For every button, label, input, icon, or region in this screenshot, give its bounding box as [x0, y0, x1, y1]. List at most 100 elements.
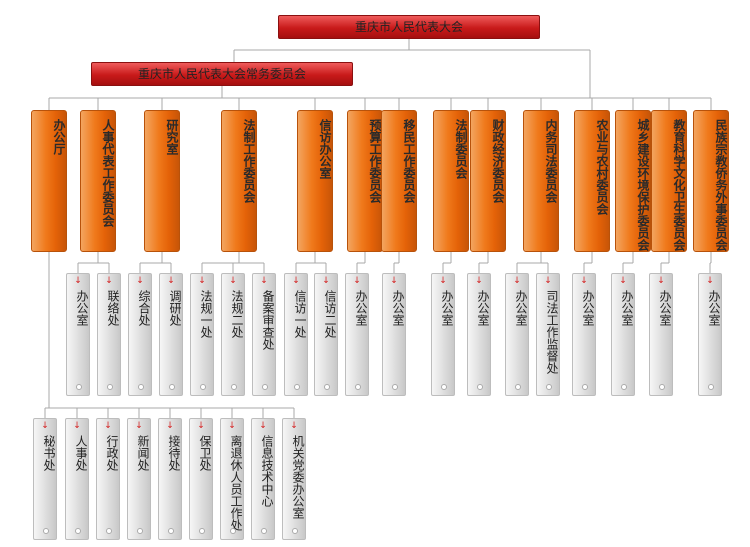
arrow-down-icon: ↓ [167, 276, 175, 286]
sub-office-label: 离退休人员工作处 [229, 435, 243, 531]
arrow-down-icon: ↓ [439, 276, 447, 286]
standing-committee-box: 重庆市人民代表大会常务委员会 [91, 62, 353, 86]
sub-office-box: ↓ 联络处 [97, 273, 121, 396]
office-sub-box: ↓ 离退休人员工作处 [220, 418, 244, 540]
department-label: 城乡建设环境保护委员会 [636, 119, 650, 251]
dot-icon [708, 384, 714, 390]
sub-office-label: 人事处 [74, 435, 88, 471]
dot-icon [262, 384, 268, 390]
sub-office-box: ↓ 办公室 [66, 273, 90, 396]
arrow-down-icon: ↓ [657, 276, 665, 286]
sub-office-box: ↓ 法规二处 [221, 273, 245, 396]
department-label: 财政经济委员会 [491, 119, 505, 203]
sub-office-label: 行政处 [105, 435, 119, 471]
arrow-down-icon: ↓ [135, 421, 143, 431]
dot-icon [324, 384, 330, 390]
sub-office-box: ↓ 法规一处 [190, 273, 214, 396]
dot-icon [168, 528, 174, 534]
department-box: 民族宗教侨务外事委员会 [693, 110, 729, 252]
sub-office-box: ↓ 办公室 [649, 273, 673, 396]
department-box: 城乡建设环境保护委员会 [615, 110, 651, 252]
sub-office-label: 秘书处 [42, 435, 56, 471]
sub-office-label: 信访一处 [293, 290, 307, 338]
office-sub-box: ↓ 新闻处 [127, 418, 151, 540]
arrow-down-icon: ↓ [292, 276, 300, 286]
dot-icon [43, 528, 49, 534]
department-box: 法制委员会 [433, 110, 469, 252]
arrow-down-icon: ↓ [619, 276, 627, 286]
arrow-down-icon: ↓ [513, 276, 521, 286]
department-label: 教育科学文化卫生委员会 [672, 119, 686, 251]
arrow-down-icon: ↓ [353, 276, 361, 286]
department-label: 民族宗教侨务外事委员会 [714, 119, 728, 251]
dot-icon [659, 384, 665, 390]
sub-office-label: 办公室 [391, 290, 405, 326]
sub-office-box: ↓ 办公室 [467, 273, 491, 396]
sub-office-label: 办公室 [514, 290, 528, 326]
sub-office-box: ↓ 办公室 [698, 273, 722, 396]
dot-icon [582, 384, 588, 390]
dot-icon [76, 384, 82, 390]
dot-icon [546, 384, 552, 390]
dot-icon [441, 384, 447, 390]
dot-icon [169, 384, 175, 390]
office-sub-box: ↓ 保卫处 [189, 418, 213, 540]
sub-office-label: 法规二处 [230, 290, 244, 338]
department-box: 法制工作委员会 [221, 110, 257, 252]
office-sub-box: ↓ 秘书处 [33, 418, 57, 540]
dot-icon [200, 384, 206, 390]
department-label: 办公厅 [52, 119, 66, 155]
sub-office-label: 综合处 [137, 290, 151, 326]
sub-office-label: 联络处 [106, 290, 120, 326]
sub-office-label: 法规一处 [199, 290, 213, 338]
sub-office-label: 调研处 [168, 290, 182, 326]
department-label: 预算工作委员会 [368, 119, 382, 203]
department-label: 内务司法委员会 [544, 119, 558, 203]
department-label: 农业与农村委员会 [595, 119, 609, 215]
department-label: 法制委员会 [454, 119, 468, 179]
department-label: 信访办公室 [318, 119, 332, 179]
dot-icon [230, 528, 236, 534]
sub-office-label: 新闻处 [136, 435, 150, 471]
arrow-down-icon: ↓ [197, 421, 205, 431]
standing-committee-title: 重庆市人民代表大会常务委员会 [137, 67, 306, 81]
arrow-down-icon: ↓ [290, 421, 298, 431]
sub-office-label: 司法工作监督处 [545, 290, 559, 374]
department-box: 预算工作委员会 [347, 110, 383, 252]
office-sub-box: ↓ 机关党委办公室 [282, 418, 306, 540]
sub-office-box: ↓ 信访一处 [284, 273, 308, 396]
dot-icon [261, 528, 267, 534]
sub-office-label: 办公室 [75, 290, 89, 326]
sub-office-box: ↓ 调研处 [159, 273, 183, 396]
dot-icon [137, 528, 143, 534]
sub-office-label: 办公室 [440, 290, 454, 326]
arrow-down-icon: ↓ [198, 276, 206, 286]
sub-office-label: 办公室 [581, 290, 595, 326]
office-sub-box: ↓ 行政处 [96, 418, 120, 540]
department-box: 财政经济委员会 [470, 110, 506, 252]
arrow-down-icon: ↓ [475, 276, 483, 286]
sub-office-box: ↓ 办公室 [572, 273, 596, 396]
dot-icon [292, 528, 298, 534]
sub-office-box: ↓ 办公室 [431, 273, 455, 396]
arrow-down-icon: ↓ [580, 276, 588, 286]
sub-office-label: 办公室 [707, 290, 721, 326]
dot-icon [199, 528, 205, 534]
sub-office-label: 办公室 [620, 290, 634, 326]
dot-icon [231, 384, 237, 390]
department-label: 移民工作委员会 [402, 119, 416, 203]
office-sub-box: ↓ 接待处 [158, 418, 182, 540]
department-box: 信访办公室 [297, 110, 333, 252]
dot-icon [107, 384, 113, 390]
arrow-down-icon: ↓ [41, 421, 49, 431]
dot-icon [477, 384, 483, 390]
arrow-down-icon: ↓ [136, 276, 144, 286]
arrow-down-icon: ↓ [73, 421, 81, 431]
arrow-down-icon: ↓ [229, 276, 237, 286]
dot-icon [75, 528, 81, 534]
department-box: 移民工作委员会 [381, 110, 417, 252]
arrow-down-icon: ↓ [322, 276, 330, 286]
sub-office-box: ↓ 信访二处 [314, 273, 338, 396]
sub-office-label: 机关党委办公室 [291, 435, 305, 519]
